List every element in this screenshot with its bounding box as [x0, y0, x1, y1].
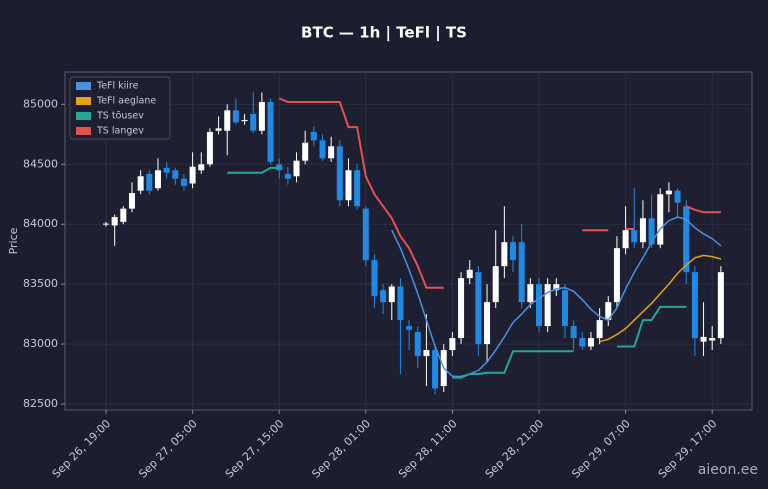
y-tick-label: 83500 [23, 277, 58, 290]
y-axis-label: Price [7, 227, 20, 254]
series-line [391, 216, 722, 378]
legend-swatch [76, 112, 91, 120]
candle-body [310, 131, 317, 141]
candle-body [284, 173, 291, 179]
candle-body [674, 190, 681, 203]
candle-body [484, 302, 491, 345]
candle-body [536, 284, 542, 327]
candle-body [553, 284, 560, 291]
series-line [278, 97, 721, 289]
candle-body [137, 176, 144, 191]
legend-swatch [76, 97, 91, 105]
candle-body [475, 272, 482, 345]
candle-body [466, 269, 473, 279]
candle-body [111, 217, 118, 226]
candle-body [527, 284, 534, 303]
candle-body [492, 266, 499, 303]
legend-label: TS langev [96, 126, 144, 137]
legend: TeFl kiire TeFl aeglane TS tõusev TS langev [69, 76, 171, 140]
candle-body [380, 290, 387, 303]
candle-body [362, 208, 369, 261]
y-tick-label: 83000 [23, 337, 58, 350]
candle-body [665, 190, 672, 195]
candle-body [388, 286, 395, 303]
candle-body [154, 170, 161, 189]
candle-body [544, 284, 551, 327]
candle-body [232, 110, 239, 123]
candle-body [146, 173, 153, 191]
candle-body [345, 170, 352, 201]
candle-body [605, 302, 612, 321]
candle-body [250, 113, 257, 131]
candle-body [709, 338, 716, 341]
candle-body [587, 338, 594, 347]
candle-body [293, 160, 300, 177]
candle-body [700, 336, 707, 342]
candle-body [639, 218, 646, 243]
candle-body [414, 332, 421, 357]
candle-body [449, 338, 456, 351]
series-line [599, 254, 722, 343]
candle-body [319, 140, 326, 159]
y-tick-label: 85000 [23, 97, 58, 110]
chart-title: BTC — 1h | TeFl | TS [301, 24, 467, 43]
candle-body [120, 208, 127, 222]
candle-body [458, 278, 465, 339]
candle-body [198, 164, 205, 171]
legend-label: TS tõusev [96, 111, 144, 122]
candle-body [717, 272, 724, 339]
candle-body [648, 218, 655, 245]
candle-body [224, 110, 231, 131]
candle-body [657, 194, 664, 245]
legend-label: TeFl kiire [96, 81, 139, 92]
y-tick-label: 84500 [23, 157, 58, 170]
candle-body [570, 326, 577, 339]
candle-body [397, 286, 404, 321]
candle-body [189, 166, 196, 184]
legend-box [69, 76, 171, 140]
legend-swatch [76, 82, 91, 90]
candle-body [354, 170, 361, 207]
candle-body [336, 146, 343, 201]
candle-body [423, 350, 430, 357]
candle-body [631, 230, 638, 243]
candle-body [241, 119, 248, 122]
legend-label: TeFl aeglane [96, 96, 156, 107]
candle-body [561, 290, 568, 327]
candle-body [510, 242, 517, 261]
candle-body [579, 338, 586, 347]
candle-body [128, 193, 135, 209]
plot-area [64, 71, 753, 411]
candle-body [371, 260, 378, 297]
y-tick-label: 82500 [23, 397, 58, 410]
candle-body [302, 142, 309, 161]
candle-body [180, 178, 187, 186]
candle-body [163, 167, 170, 173]
candle-body [613, 248, 620, 303]
candle-body [328, 146, 335, 159]
candle-body [518, 242, 525, 303]
legend-swatch [76, 127, 91, 135]
candle-body [501, 242, 508, 267]
candle-body [103, 223, 109, 225]
candle-body [206, 131, 213, 165]
candle-body [432, 350, 439, 389]
candle-body [172, 170, 179, 179]
candle-body [267, 101, 274, 162]
y-tick-label: 84000 [23, 217, 58, 230]
candle-body [596, 320, 603, 339]
series-line [227, 166, 687, 379]
candle-body [258, 101, 265, 131]
candle-body [691, 272, 698, 339]
candle-body [215, 128, 222, 131]
candle-body [683, 206, 690, 273]
candle-body [406, 326, 413, 330]
watermark: aieon.ee [698, 462, 758, 478]
candle-body [622, 230, 629, 249]
